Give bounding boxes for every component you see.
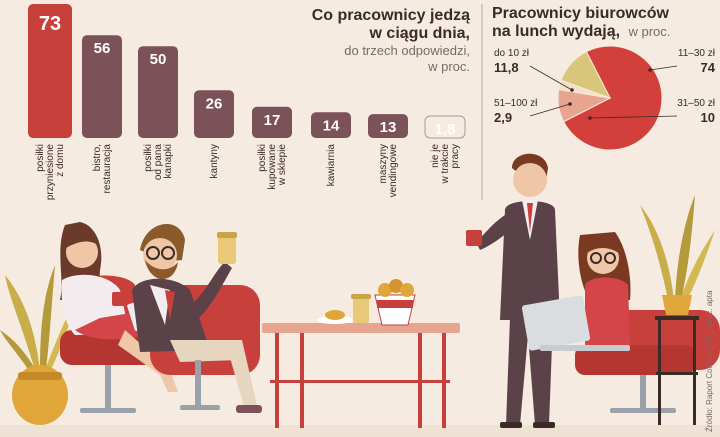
pie-leader-dot-0: [648, 68, 652, 72]
pie-slices: [557, 45, 663, 151]
bar-value-labels: 73 56 50 26 17 14 13 1,8: [39, 13, 456, 138]
pie-title-unit: w proc.: [627, 24, 670, 39]
category-label-2: posiłki od pana kanapki: [143, 144, 174, 181]
category-label-6-line-1: vendingowe: [388, 144, 399, 198]
category-label-7-line-2: pracy: [450, 144, 461, 168]
bar-value-7: 1,8: [435, 121, 456, 138]
bar-2: [138, 46, 178, 138]
bar-title-line-2: w ciągu dnia,: [369, 25, 470, 42]
pie-label-2: 51–100 zł: [494, 98, 538, 109]
pie-value-3: 11,8: [494, 60, 519, 75]
source-note: Źródło: Raport Colliers, API, oprac. apt…: [705, 290, 714, 432]
pie-leader-3: [529, 65, 573, 91]
pie-title-line-2: na lunch wydają, w proc.: [492, 23, 670, 40]
pie-leader-0: [649, 65, 678, 71]
pie-label-0: 11–30 zł: [678, 48, 716, 59]
pie-leader-dot-2: [568, 102, 572, 106]
bar-0: [28, 4, 72, 138]
category-label-7-line-0: nie je: [430, 144, 441, 168]
pie-leader-2: [529, 103, 571, 117]
bar-6: [368, 114, 408, 138]
category-label-1-line-1: restauracja: [102, 144, 113, 194]
bar-1: [82, 35, 122, 139]
bar-chart-title: Co pracownicy jedzą w ciągu dnia, do trz…: [312, 7, 470, 74]
pie-title-line-1: Pracownicy biurowców: [492, 5, 669, 22]
category-label-1-line-0: bistro,: [92, 144, 103, 171]
man-standing-figure: [466, 153, 560, 428]
plant-right-icon: [640, 195, 715, 425]
category-label-2-line-0: posiłki: [143, 144, 154, 172]
pie-label-3: do 10 zł: [494, 48, 530, 59]
man-seated-figure: [132, 223, 262, 413]
bar-value-5: 14: [323, 117, 340, 134]
bar-title-line-1: Co pracownicy jedzą: [312, 7, 470, 24]
category-label-6-line-0: maszyny: [378, 144, 389, 183]
bar-value-2: 50: [150, 51, 167, 68]
pie-leader-1: [589, 115, 678, 119]
coffee-table: [262, 279, 460, 428]
bar-subtitle-line-1: do trzech odpowiedzi,: [344, 43, 470, 58]
bar-category-labels: posiłki przyniesione z domu bistro, restaura…: [35, 144, 461, 201]
office-lunch-illustration: [0, 153, 720, 437]
category-label-5: kawiarnia: [326, 144, 337, 187]
bar-subtitle-line-2: w proc.: [427, 59, 470, 74]
category-label-2-line-1: od pana: [153, 144, 164, 181]
category-label-4-line-2: w sklepie: [277, 144, 288, 187]
category-label-0-line-0: posiłki: [35, 144, 46, 172]
category-label-4-line-0: posiłki: [257, 144, 268, 172]
category-label-6: maszyny vendingowe: [378, 144, 399, 198]
bar-3: [194, 90, 234, 138]
bar-value-6: 13: [380, 119, 397, 136]
woman-right-figure: [521, 232, 631, 351]
category-label-2-line-2: kanapki: [163, 144, 174, 178]
pie-value-1: 10: [701, 110, 715, 125]
category-label-5-line-0: kawiarnia: [326, 144, 337, 187]
bar-series: [28, 4, 466, 139]
pie-title-line-2-main: na lunch wydają,: [492, 23, 620, 40]
category-label-3: kantyny: [209, 144, 220, 178]
pie-slice-0: [563, 45, 663, 151]
pie-value-0: 74: [701, 60, 716, 75]
category-label-0: posiłki przyniesione z domu: [35, 144, 66, 201]
pie-chart: Pracownicy biurowców na lunch wydają, w …: [492, 5, 716, 151]
bar-7: [424, 115, 466, 139]
category-label-1: bistro, restauracja: [92, 144, 113, 194]
category-label-3-line-0: kantyny: [209, 144, 220, 178]
pie-leader-dot-1: [588, 116, 592, 120]
bar-value-4: 17: [264, 112, 281, 129]
bar-5: [311, 112, 351, 138]
category-label-0-line-2: z domu: [55, 144, 66, 177]
pie-leader-dot-3: [570, 88, 574, 92]
category-label-4: posiłki kupowane w sklepie: [257, 144, 288, 190]
bar-value-3: 26: [206, 95, 223, 112]
pie-label-1: 31–50 zł: [677, 98, 716, 109]
bar-value-0: 73: [39, 13, 61, 35]
bar-value-1: 56: [94, 40, 111, 57]
category-label-7: nie je w trakcie pracy: [430, 144, 461, 185]
pie-value-2: 2,9: [494, 110, 512, 125]
category-label-7-line-1: w trakcie: [440, 144, 451, 185]
pie-slice-3: [560, 50, 612, 99]
category-label-0-line-1: przyniesione: [45, 144, 56, 201]
category-label-4-line-1: kupowane: [267, 144, 278, 190]
bar-4: [252, 106, 292, 138]
